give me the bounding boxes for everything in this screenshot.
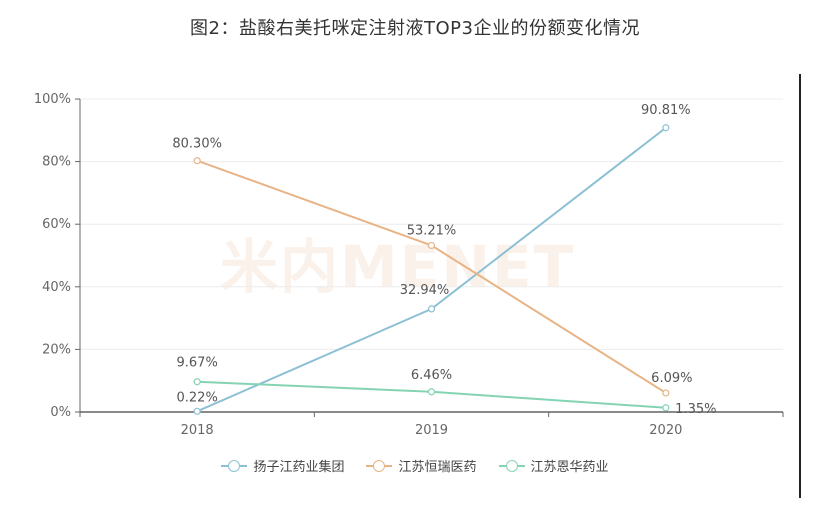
legend-item[interactable]: 江苏恒瑞医药	[366, 456, 477, 475]
data-point	[427, 388, 436, 396]
data-point	[193, 157, 201, 165]
y-tick-label: 0%	[50, 405, 71, 420]
y-tick-label: 40%	[42, 280, 71, 295]
right-border-line	[799, 74, 801, 498]
legend-label: 江苏恒瑞医药	[398, 460, 477, 475]
data-point	[427, 305, 436, 313]
y-tick-label: 20%	[42, 342, 71, 357]
data-label: 90.81%	[641, 103, 691, 118]
legend: 扬子江药业集团 江苏恒瑞医药 江苏恩华药业	[0, 456, 830, 475]
series-line	[196, 159, 667, 394]
y-tick-label: 80%	[42, 155, 71, 170]
legend-swatch	[498, 459, 525, 472]
legend-swatch	[366, 459, 393, 472]
legend-item[interactable]: 扬子江药业集团	[221, 456, 344, 475]
data-label: 32.94%	[400, 283, 450, 298]
data-point	[427, 241, 436, 250]
data-label: 6.46%	[411, 368, 452, 383]
data-label: 53.21%	[407, 223, 457, 238]
data-label: 80.30%	[172, 137, 222, 152]
y-tick-label: 100%	[34, 92, 71, 107]
data-label: 0.22%	[177, 390, 218, 405]
data-label: 6.09%	[651, 371, 692, 386]
data-point	[662, 389, 670, 397]
y-tick-label: 60%	[42, 217, 71, 232]
legend-item[interactable]: 江苏恩华药业	[498, 456, 609, 475]
x-tick-label: 2019	[415, 423, 448, 438]
data-point	[193, 378, 201, 386]
data-label: 1.35%	[675, 402, 716, 417]
chart-title: 图2：盐酸右美托咪定注射液TOP3企业的份额变化情况	[190, 18, 640, 39]
legend-label: 扬子江药业集团	[253, 460, 345, 475]
data-point	[662, 404, 670, 412]
data-label: 9.67%	[177, 356, 218, 371]
legend-swatch	[221, 459, 248, 472]
data-point	[193, 407, 201, 415]
legend-label: 江苏恩华药业	[530, 460, 609, 475]
x-tick-label: 2020	[649, 423, 682, 438]
data-point	[662, 124, 670, 132]
x-tick-label: 2018	[181, 423, 214, 438]
